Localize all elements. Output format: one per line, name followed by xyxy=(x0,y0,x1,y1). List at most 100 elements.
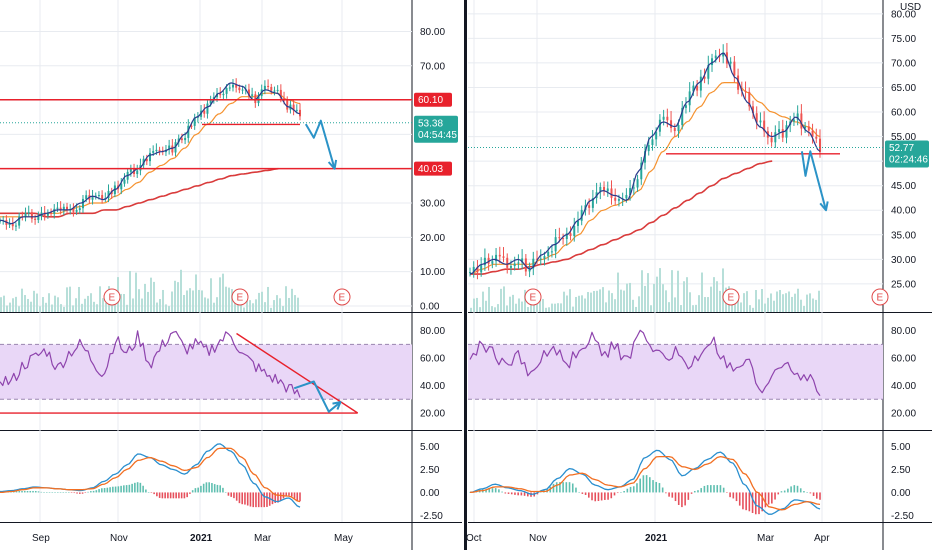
volume-bar xyxy=(177,282,179,312)
macd-histogram-bar xyxy=(194,488,197,493)
macd-histogram-bar xyxy=(153,492,155,495)
macd-histogram-bar xyxy=(134,482,136,493)
macd-tick-label: 5.00 xyxy=(420,442,440,453)
candle-body xyxy=(196,116,199,118)
price-tick-label: 80.00 xyxy=(420,27,445,38)
candle-body xyxy=(513,263,516,267)
candle-body xyxy=(75,209,78,212)
rsi-band xyxy=(0,344,412,400)
volume-bar xyxy=(90,293,92,312)
candle-body xyxy=(276,89,279,91)
candle-body xyxy=(532,258,535,269)
volume-bar xyxy=(147,291,149,312)
candle-body xyxy=(37,216,40,220)
volume-bar xyxy=(159,299,161,312)
candle-body xyxy=(235,84,238,88)
candle-body xyxy=(476,266,479,273)
macd-histogram-bar xyxy=(290,492,293,497)
candle-body xyxy=(651,139,654,146)
macd-histogram-bar xyxy=(249,492,252,507)
macd-tick-label: 2.50 xyxy=(891,465,911,476)
volume-bar xyxy=(162,289,164,312)
projection-arrow-head xyxy=(819,201,829,212)
x-tick-label: Sep xyxy=(32,533,50,544)
macd-histogram-bar xyxy=(491,488,494,493)
volume-bar xyxy=(72,305,74,312)
macd-histogram-bar xyxy=(183,492,186,499)
macd-histogram-bar xyxy=(169,492,172,499)
candle-body xyxy=(136,170,139,175)
candle-body xyxy=(606,188,609,192)
macd-histogram-bar xyxy=(751,492,754,514)
volume-bar xyxy=(273,300,275,312)
candle-body xyxy=(53,208,56,214)
macd-histogram-bar xyxy=(76,492,78,494)
macd-histogram-bar xyxy=(754,492,757,515)
candle-body xyxy=(295,109,298,111)
volume-bar xyxy=(716,281,718,312)
earnings-marker xyxy=(231,288,249,306)
macd-histogram-bar xyxy=(293,492,296,499)
volume-bar xyxy=(63,306,65,312)
volume-bar xyxy=(488,286,490,312)
macd-tick-label: 2.50 xyxy=(420,465,440,476)
macd-histogram-bar xyxy=(748,492,751,512)
macd-histogram-bar xyxy=(796,485,799,493)
macd-histogram-bar xyxy=(285,492,288,497)
volume-bar xyxy=(39,306,41,312)
macd-histogram-bar xyxy=(639,478,641,493)
macd-histogram-bar xyxy=(84,492,87,493)
macd-histogram-bar xyxy=(559,482,561,493)
volume-bar xyxy=(45,302,47,312)
volume-bar xyxy=(626,283,628,312)
volume-bar xyxy=(27,298,29,312)
volume-bar xyxy=(491,306,493,312)
volume-bar xyxy=(539,294,541,312)
volume-bar xyxy=(584,298,586,312)
macd-histogram-bar xyxy=(684,492,686,506)
volume-bar xyxy=(743,293,745,312)
macd-histogram-bar xyxy=(109,487,111,493)
volume-bar xyxy=(132,298,134,312)
candle-body xyxy=(14,225,17,227)
candle-body xyxy=(800,113,803,129)
volume-bar xyxy=(207,298,209,312)
macd-histogram-bar xyxy=(735,492,738,502)
macd-histogram-bar xyxy=(600,492,603,501)
candle-body xyxy=(521,258,524,263)
candle-body xyxy=(517,262,520,264)
macd-histogram-bar xyxy=(494,488,497,493)
volume-bar xyxy=(246,300,248,312)
candle-body xyxy=(123,179,126,184)
earnings-marker-label: E xyxy=(530,293,537,304)
volume-bar xyxy=(123,293,125,312)
volume-bar xyxy=(656,276,658,312)
volume-bar xyxy=(15,296,17,312)
candle-body xyxy=(107,190,110,199)
volume-bar xyxy=(512,294,514,312)
volume-bar xyxy=(779,290,781,312)
volume-bar xyxy=(174,280,176,312)
macd-histogram-bar xyxy=(674,492,677,502)
volume-bar xyxy=(509,296,511,312)
macd-histogram-bar xyxy=(526,492,529,497)
volume-bar xyxy=(114,301,116,312)
volume-bar xyxy=(204,297,206,312)
macd-histogram-bar xyxy=(21,490,23,493)
macd-histogram-bar xyxy=(787,488,789,493)
candle-body xyxy=(562,238,565,240)
macd-histogram-bar xyxy=(520,492,523,496)
volume-bar xyxy=(503,286,505,312)
macd-histogram-bar xyxy=(37,491,40,493)
level-badge xyxy=(414,92,452,107)
candle-body xyxy=(759,120,762,123)
candle-body xyxy=(707,65,710,79)
candle-body xyxy=(528,268,531,272)
volume-bar xyxy=(638,296,640,312)
volume-bar xyxy=(707,297,709,312)
macd-histogram-bar xyxy=(191,490,194,493)
volume-bar xyxy=(602,287,604,312)
macd-histogram-bar xyxy=(299,492,301,502)
volume-bar xyxy=(581,295,583,312)
